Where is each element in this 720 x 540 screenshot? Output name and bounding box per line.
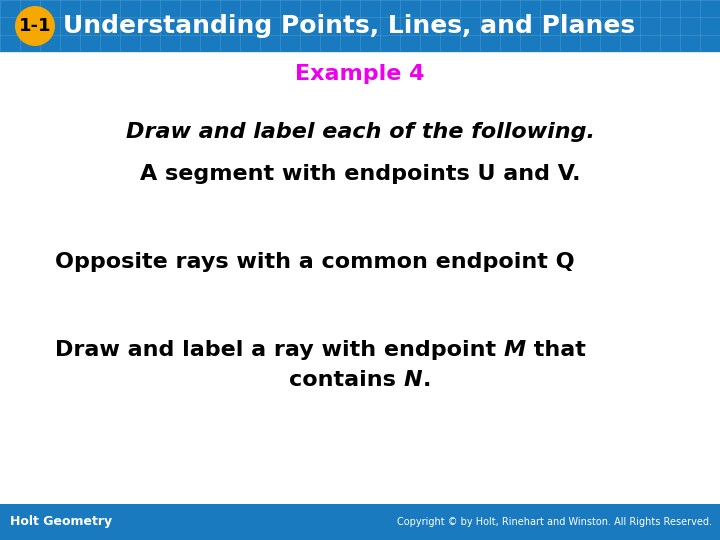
Text: Example 4: Example 4: [295, 64, 425, 84]
Text: Draw and label a ray with endpoint: Draw and label a ray with endpoint: [55, 340, 504, 360]
Bar: [0, 504, 720, 540]
Text: A segment with endpoints U and V.: A segment with endpoints U and V.: [140, 164, 580, 184]
Text: Draw and label each of the following.: Draw and label each of the following.: [125, 122, 595, 142]
Text: N: N: [404, 370, 423, 390]
Text: Copyright © by Holt, Rinehart and Winston. All Rights Reserved.: Copyright © by Holt, Rinehart and Winsto…: [397, 517, 712, 527]
Text: contains: contains: [289, 370, 404, 390]
Bar: [0, 0, 720, 52]
Text: 1-1: 1-1: [19, 17, 51, 35]
Circle shape: [15, 6, 55, 46]
Text: M: M: [504, 340, 526, 360]
Text: Opposite rays with a common endpoint Q: Opposite rays with a common endpoint Q: [55, 252, 575, 272]
Text: Understanding Points, Lines, and Planes: Understanding Points, Lines, and Planes: [63, 14, 635, 38]
Text: .: .: [423, 370, 431, 390]
Text: that: that: [526, 340, 586, 360]
Text: Holt Geometry: Holt Geometry: [10, 516, 112, 529]
